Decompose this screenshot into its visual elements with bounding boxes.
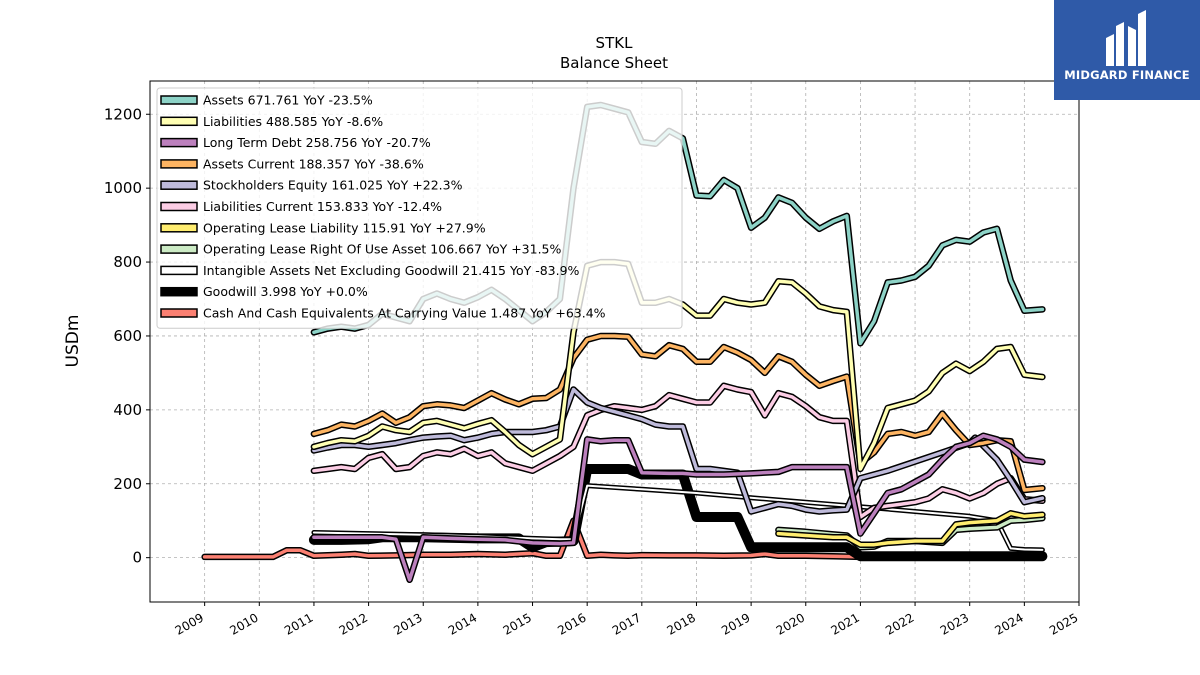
series-line-4: [310, 386, 1046, 515]
legend-entry: Long Term Debt 258.756 YoY -20.7%: [203, 135, 431, 150]
legend-swatch: [160, 116, 198, 127]
legend-swatch: [160, 244, 198, 254]
brand-logo: MIDGARD FINANCE: [1054, 0, 1200, 100]
x-tick-label: 2015: [501, 610, 534, 637]
x-tick-label: 2019: [719, 610, 752, 637]
legend-entry: Operating Lease Liability 115.91 YoY +27…: [203, 220, 486, 235]
series-line-6: [775, 510, 1046, 548]
legend-swatch: [160, 308, 198, 318]
legend-box: [156, 87, 683, 329]
legend-entry: Goodwill 3.998 YoY +0.0%: [203, 284, 368, 299]
chart-title: STKL: [596, 34, 634, 52]
series-stroke: [312, 334, 1045, 492]
legend-swatch: [160, 95, 198, 105]
x-tick-label: 2025: [1047, 610, 1080, 637]
brand-mark-icon: [1106, 10, 1146, 66]
legend-swatch: [160, 286, 198, 297]
legend-entry: Liabilities 488.585 YoY -8.6%: [203, 114, 383, 129]
legend-entry: Assets Current 188.357 YoY -38.6%: [203, 156, 424, 171]
legend-entry: Liabilities Current 153.833 YoY -12.4%: [203, 199, 442, 214]
legend-swatch: [160, 180, 198, 190]
x-tick-label: 2013: [391, 610, 424, 637]
legend-swatch: [160, 201, 198, 212]
y-axis-label: USDm: [63, 315, 83, 368]
x-tick-label: 2017: [610, 610, 643, 637]
series-stroke: [312, 384, 1045, 519]
y-tick-label: 200: [113, 475, 142, 493]
legend-entry: Assets 671.761 YoY -23.5%: [203, 93, 373, 108]
y-tick-label: 1200: [104, 105, 142, 123]
x-tick-label: 2023: [938, 610, 971, 637]
legend-entry: Intangible Assets Net Excluding Goodwill…: [203, 263, 580, 278]
series-lines: [201, 101, 1048, 584]
series-line-5: [310, 382, 1046, 521]
chart-subtitle: Balance Sheet: [560, 54, 668, 72]
series-line-2: [310, 432, 1046, 584]
series-stroke: [312, 387, 1045, 514]
legend: Assets 671.761 YoY -23.5% Liabilities 488…: [156, 87, 683, 329]
series-stroke: [312, 433, 1045, 582]
x-tick-label: 2020: [774, 610, 807, 637]
series-stroke: [776, 511, 1045, 547]
x-tick-label: 2021: [828, 610, 861, 637]
legend-entry: Stockholders Equity 161.025 YoY +22.3%: [203, 178, 463, 193]
legend-swatch: [160, 265, 198, 276]
y-tick-label: 600: [113, 327, 142, 345]
x-tick-label: 2016: [555, 610, 588, 637]
plot-frame: [149, 80, 1080, 603]
legend-swatch: [160, 223, 198, 233]
x-tick-label: 2011: [282, 610, 315, 637]
x-tick-label: 2018: [665, 610, 698, 637]
x-tick-label: 2010: [227, 610, 260, 637]
x-tick-label: 2024: [992, 610, 1025, 637]
x-tick-label: 2009: [173, 610, 206, 637]
series-line-3: [310, 332, 1046, 494]
y-tick-label: 0: [132, 549, 142, 567]
legend-entry: Cash And Cash Equivalents At Carrying Va…: [203, 306, 606, 321]
x-tick-label: 2014: [446, 610, 479, 637]
y-tick-label: 800: [113, 253, 142, 271]
brand-name: MIDGARD FINANCE: [1064, 68, 1190, 82]
legend-entry: Operating Lease Right Of Use Asset 106.6…: [203, 242, 562, 257]
y-tick-label: 400: [113, 401, 142, 419]
x-tick-label: 2022: [883, 610, 916, 637]
y-tick-label: 1000: [104, 179, 142, 197]
legend-swatch: [160, 137, 198, 148]
x-tick-label: 2012: [337, 610, 370, 637]
legend-swatch: [160, 159, 198, 169]
